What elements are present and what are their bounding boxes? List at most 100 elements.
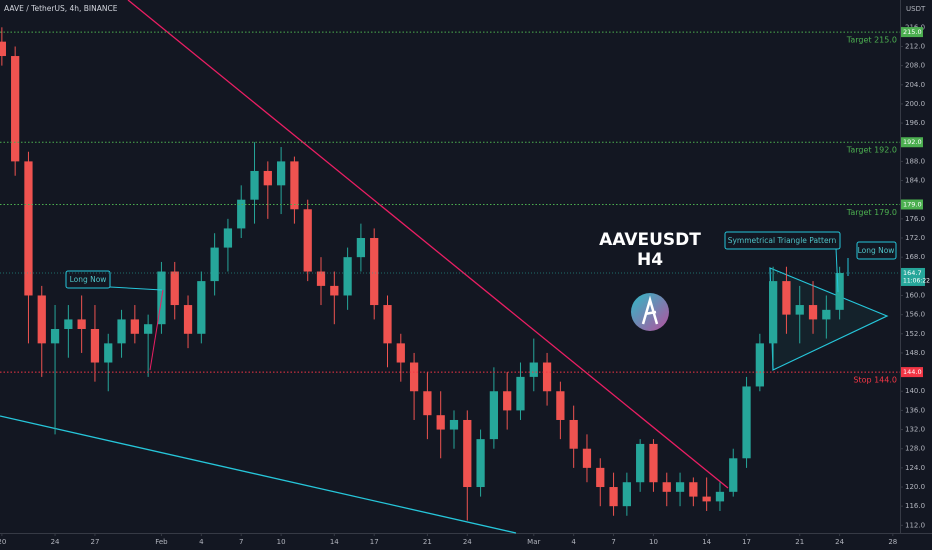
x-tick-label: 27 <box>90 538 99 546</box>
x-tick-label: 21 <box>423 538 432 546</box>
candle-body <box>489 391 499 440</box>
level-badge-label: 179.0 <box>903 200 922 208</box>
candle-body <box>649 443 658 483</box>
candle-body <box>516 376 525 411</box>
x-tick-label: 10 <box>277 538 286 546</box>
note-box <box>65 270 111 289</box>
y-tick-label: 128.0 <box>905 445 925 453</box>
last-price-badge <box>901 267 925 286</box>
note: Symmetrical Triangle Pattern <box>728 236 837 245</box>
y-tick-label: 176.0 <box>905 215 925 223</box>
candle-body <box>210 247 219 282</box>
x-tick-label: 7 <box>239 538 243 546</box>
candle-body <box>423 391 432 416</box>
y-tick-label: 120.0 <box>905 483 925 491</box>
x-tick-label: 14 <box>330 538 339 546</box>
level-badge-label: 192.0 <box>903 138 922 146</box>
y-tick-label: 148.0 <box>905 349 925 357</box>
candle-body <box>782 281 791 315</box>
candle-body <box>276 161 286 186</box>
candle-body <box>290 161 299 210</box>
y-tick-label: 172.0 <box>905 234 925 242</box>
chart-title: AAVEUSDT <box>599 230 701 250</box>
candle-body <box>609 487 618 507</box>
candle-body <box>436 415 445 430</box>
candle-body <box>104 343 113 363</box>
candle-body <box>662 482 671 492</box>
candle-body <box>808 305 818 320</box>
y-tick-label: 156.0 <box>905 311 925 319</box>
x-tick-label: 24 <box>51 538 60 546</box>
candle-body <box>636 443 645 483</box>
note-box <box>856 241 897 260</box>
note-pointer <box>835 247 839 293</box>
candle-body <box>90 328 100 363</box>
y-tick-label: 188.0 <box>905 157 925 165</box>
candle-body <box>729 458 738 492</box>
chart-subtitle: H4 <box>637 250 663 270</box>
note-pointer <box>149 289 164 371</box>
level-badge-label: 144.0 <box>903 368 922 376</box>
candle-body <box>569 419 578 449</box>
x-tick-label: 10 <box>649 538 658 546</box>
x-tick-label: 28 <box>888 538 897 546</box>
candle-body <box>596 467 605 488</box>
candle-body <box>11 56 20 162</box>
note: Long Now <box>858 246 895 255</box>
candle-body <box>250 170 259 200</box>
y-tick-label: 168.0 <box>905 253 925 261</box>
note-box <box>724 231 841 250</box>
candle-body <box>755 343 764 387</box>
x-tick-label: 14 <box>702 538 711 546</box>
note-pointer <box>109 286 163 291</box>
candle-body <box>197 281 206 334</box>
level-badge <box>901 27 923 38</box>
candle-body <box>183 305 193 334</box>
candle-body <box>835 272 844 310</box>
x-tick-label: 17 <box>742 538 751 546</box>
y-tick-label: 132.0 <box>905 426 925 434</box>
candle-body <box>503 391 512 411</box>
candle-body <box>529 362 538 377</box>
candle-body <box>144 324 153 334</box>
x-tick-label: 24 <box>835 538 844 546</box>
symbol-header: AAVE / TetherUS, 4h, BINANCE <box>4 4 118 13</box>
y-tick-label: 116.0 <box>905 502 925 510</box>
currency-label: USDT <box>906 5 926 13</box>
candle-body <box>356 238 366 258</box>
candle-body <box>130 319 139 334</box>
candles <box>0 27 844 521</box>
candle-body <box>463 419 472 488</box>
candle-body <box>383 305 392 344</box>
candle-body <box>303 209 312 272</box>
candle-body <box>795 305 804 315</box>
y-tick-label: 212.0 <box>905 42 925 50</box>
candle-body <box>50 328 60 344</box>
level-label: Stop 144.0 <box>853 376 897 385</box>
candle-body <box>542 362 552 392</box>
candle-body <box>343 257 352 296</box>
level-badge <box>901 199 923 210</box>
countdown-label: 11:06:22 <box>903 277 930 284</box>
candle-body <box>64 319 73 329</box>
candle-body <box>742 386 751 459</box>
candle-body <box>237 199 246 229</box>
y-tick-label: 152.0 <box>905 330 925 338</box>
level-label: Target 192.0 <box>846 146 897 155</box>
x-tick-label: Feb <box>155 538 168 546</box>
candle-body <box>409 362 419 392</box>
candle-body <box>556 391 565 420</box>
candle-body <box>117 319 126 344</box>
last-price-label: 164.7 <box>903 269 922 277</box>
note: Long Now <box>70 275 107 284</box>
candle-body <box>223 228 233 248</box>
candle-body <box>263 170 272 186</box>
candle-body <box>476 439 485 488</box>
y-tick-label: 124.0 <box>905 464 925 472</box>
level-label: Target 215.0 <box>846 36 897 45</box>
candle-body <box>37 295 46 344</box>
candle-body <box>449 419 459 430</box>
aave-logo-glyph <box>641 295 659 325</box>
y-tick-label: 184.0 <box>905 177 925 185</box>
